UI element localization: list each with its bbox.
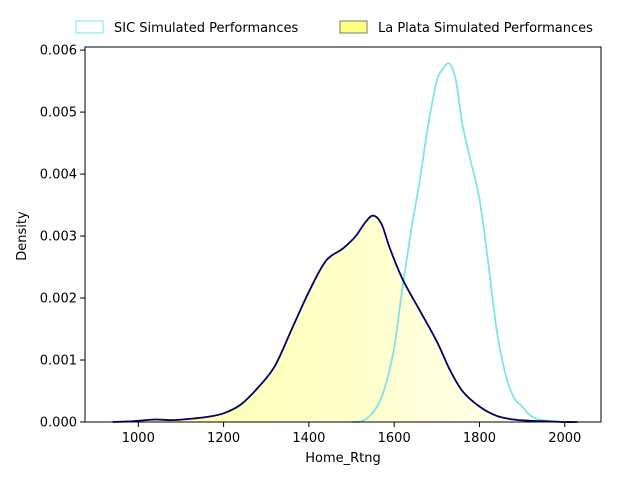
y-axis-label: Density xyxy=(15,211,30,261)
plot-frame xyxy=(84,46,602,423)
laplata-density-line xyxy=(112,214,578,423)
x-axis: 1000 1200 1400 1600 1800 2000 xyxy=(122,422,581,446)
x-tick-label: 1000 xyxy=(122,431,155,446)
laplata-density-area xyxy=(112,215,578,423)
x-tick-label: 1400 xyxy=(292,431,325,446)
x-tick-label: 2000 xyxy=(548,431,581,446)
legend-swatch-sic xyxy=(75,20,104,34)
x-axis-label: Home_Rtng xyxy=(305,451,381,466)
x-tick-label: 1800 xyxy=(463,431,496,446)
legend-swatch-laplata xyxy=(339,20,368,34)
y-tick-label: 0.006 xyxy=(40,44,77,59)
legend: SIC Simulated Performances La Plata Simu… xyxy=(75,20,593,36)
y-tick-label: 0.000 xyxy=(40,416,77,431)
legend-label-laplata: La Plata Simulated Performances xyxy=(378,21,593,36)
y-tick-label: 0.004 xyxy=(40,168,77,183)
plot-area xyxy=(112,62,578,423)
y-tick-label: 0.005 xyxy=(40,106,77,121)
x-tick-label: 1200 xyxy=(207,431,240,446)
y-axis: 0.000 0.001 0.002 0.003 0.004 0.005 0.006 xyxy=(40,44,85,431)
sic-density-line xyxy=(351,62,574,423)
y-tick-label: 0.002 xyxy=(40,292,77,307)
x-tick-label: 1600 xyxy=(378,431,411,446)
y-tick-label: 0.001 xyxy=(40,354,77,369)
legend-label-sic: SIC Simulated Performances xyxy=(114,21,298,36)
y-tick-label: 0.003 xyxy=(40,230,77,245)
